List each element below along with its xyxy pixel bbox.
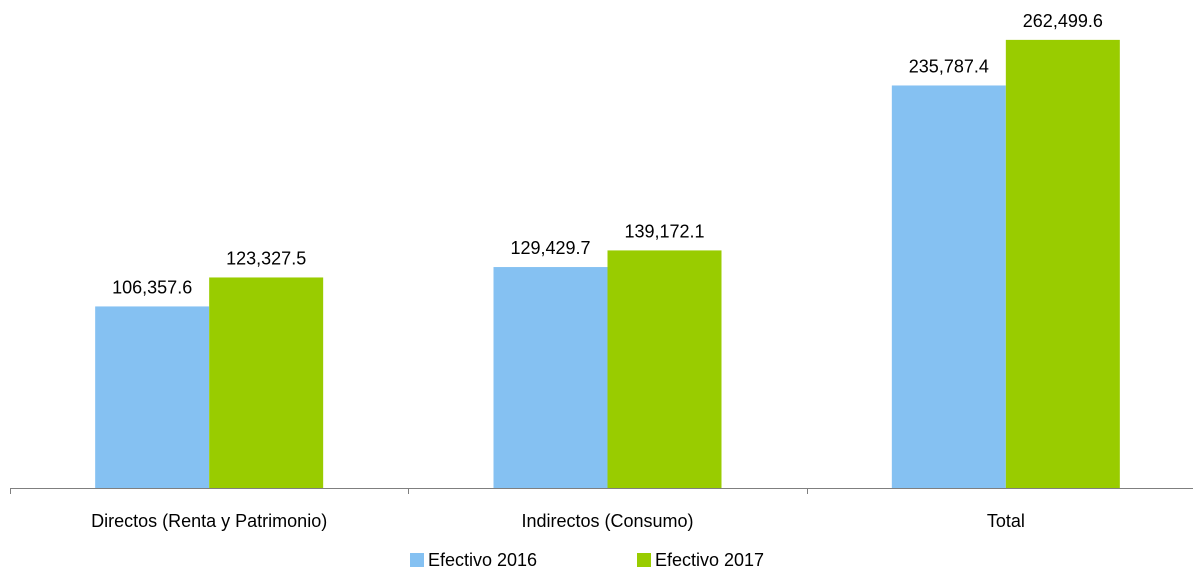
x-tick-label-total: Total — [987, 511, 1025, 531]
bar-efectivo-2017-total — [1005, 39, 1120, 489]
bar-efectivo-2016-indirectos-consumo — [493, 267, 608, 488]
data-label-efectivo-2016-indirectos-consumo: 129,429.7 — [510, 238, 590, 258]
data-label-efectivo-2017-total: 262,499.6 — [1023, 11, 1103, 31]
legend-swatch-efectivo-2017 — [637, 553, 651, 567]
bar-efectivo-2017-directos-renta-y-patrimonio — [209, 277, 324, 488]
legend-swatch-efectivo-2016 — [410, 553, 424, 567]
bar-efectivo-2017-indirectos-consumo — [607, 250, 722, 488]
bar-efectivo-2016-directos-renta-y-patrimonio — [95, 306, 210, 488]
legend-label-efectivo-2017: Efectivo 2017 — [655, 550, 764, 570]
data-labels-layer: 106,357.6 123,327.5 129,429.7 139,172.1 235,… — [112, 11, 1103, 298]
bar-efectivo-2016-total — [891, 85, 1006, 488]
legend-label-efectivo-2016: Efectivo 2016 — [428, 550, 537, 570]
bars-layer — [95, 39, 1120, 489]
x-axis: Directos (Renta y Patrimonio) Indirectos … — [10, 488, 1193, 531]
x-tick-label-indirectos-consumo: Indirectos (Consumo) — [521, 511, 693, 531]
data-label-efectivo-2017-directos-renta-y-patrimonio: 123,327.5 — [226, 248, 306, 268]
data-label-efectivo-2016-total: 235,787.4 — [909, 56, 989, 76]
data-label-efectivo-2016-directos-renta-y-patrimonio: 106,357.6 — [112, 277, 192, 297]
data-label-efectivo-2017-indirectos-consumo: 139,172.1 — [624, 221, 704, 241]
x-tick-label-directos-renta-y-patrimonio: Directos (Renta y Patrimonio) — [91, 511, 327, 531]
legend: Efectivo 2016 Efectivo 2017 — [410, 550, 764, 570]
